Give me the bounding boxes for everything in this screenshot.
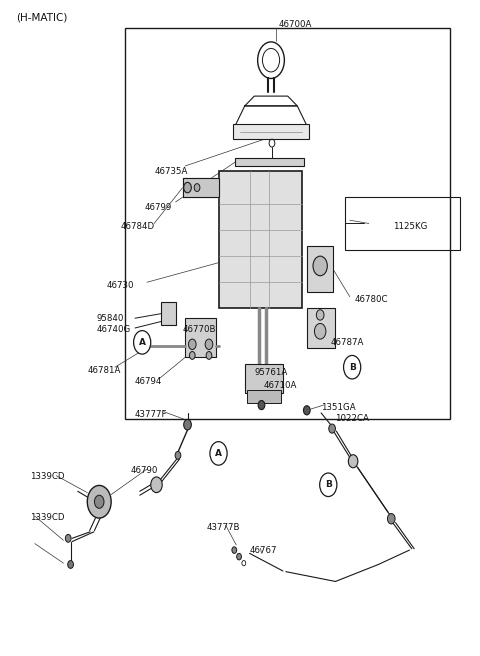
Bar bbox=[307, 308, 336, 348]
Circle shape bbox=[320, 473, 337, 497]
Circle shape bbox=[65, 535, 71, 543]
Bar bbox=[218, 171, 302, 308]
Circle shape bbox=[194, 184, 200, 192]
Circle shape bbox=[210, 441, 227, 465]
Text: 46740G: 46740G bbox=[97, 325, 131, 334]
Text: 95840: 95840 bbox=[97, 314, 124, 323]
Circle shape bbox=[303, 405, 310, 415]
Bar bbox=[185, 318, 216, 358]
Text: 46790: 46790 bbox=[130, 466, 157, 475]
Circle shape bbox=[205, 339, 213, 350]
Text: 46730: 46730 bbox=[107, 281, 134, 290]
Circle shape bbox=[232, 547, 237, 554]
Text: 46794: 46794 bbox=[135, 377, 162, 386]
Bar bbox=[161, 302, 176, 325]
Text: 46799: 46799 bbox=[144, 203, 172, 212]
Text: (H-MATIC): (H-MATIC) bbox=[16, 12, 67, 23]
Circle shape bbox=[237, 554, 241, 560]
Bar bbox=[245, 364, 283, 394]
Text: 43777B: 43777B bbox=[206, 523, 240, 532]
Circle shape bbox=[175, 451, 181, 459]
Text: 46770B: 46770B bbox=[183, 325, 216, 334]
Text: 46781A: 46781A bbox=[87, 366, 120, 375]
Text: B: B bbox=[325, 480, 332, 489]
Text: 46787A: 46787A bbox=[331, 338, 364, 347]
Circle shape bbox=[68, 560, 73, 568]
Text: 46767: 46767 bbox=[250, 546, 277, 554]
Circle shape bbox=[87, 485, 111, 518]
Circle shape bbox=[344, 356, 361, 379]
Text: 46735A: 46735A bbox=[154, 167, 188, 176]
Text: 46780C: 46780C bbox=[355, 295, 388, 304]
Circle shape bbox=[190, 352, 195, 359]
Text: 46710A: 46710A bbox=[264, 381, 297, 390]
Text: 95761A: 95761A bbox=[254, 368, 288, 377]
Circle shape bbox=[329, 424, 336, 433]
Text: A: A bbox=[215, 449, 222, 458]
Circle shape bbox=[313, 256, 327, 276]
Polygon shape bbox=[183, 178, 218, 197]
Text: 1339CD: 1339CD bbox=[30, 513, 64, 522]
Circle shape bbox=[348, 455, 358, 468]
Text: 46784D: 46784D bbox=[120, 222, 155, 232]
Text: 46700A: 46700A bbox=[278, 20, 312, 29]
Circle shape bbox=[387, 514, 395, 524]
Bar bbox=[345, 197, 459, 250]
Circle shape bbox=[133, 331, 151, 354]
Text: B: B bbox=[348, 363, 356, 372]
Circle shape bbox=[258, 401, 265, 409]
Bar bbox=[125, 28, 450, 419]
Circle shape bbox=[189, 339, 196, 350]
Text: A: A bbox=[139, 338, 145, 347]
Circle shape bbox=[206, 352, 212, 359]
Bar bbox=[233, 124, 309, 138]
Circle shape bbox=[314, 323, 326, 339]
Bar bbox=[247, 390, 281, 403]
Text: 1022CA: 1022CA bbox=[336, 414, 369, 422]
Circle shape bbox=[151, 477, 162, 493]
Text: 1351GA: 1351GA bbox=[321, 403, 356, 412]
Circle shape bbox=[316, 310, 324, 320]
Circle shape bbox=[184, 419, 192, 430]
Text: 1339CD: 1339CD bbox=[30, 472, 64, 482]
Text: 43777F: 43777F bbox=[135, 410, 168, 419]
Bar bbox=[235, 158, 304, 166]
Text: 1125KG: 1125KG bbox=[393, 222, 427, 232]
Bar bbox=[307, 247, 333, 292]
Circle shape bbox=[184, 182, 192, 193]
Circle shape bbox=[95, 495, 104, 508]
